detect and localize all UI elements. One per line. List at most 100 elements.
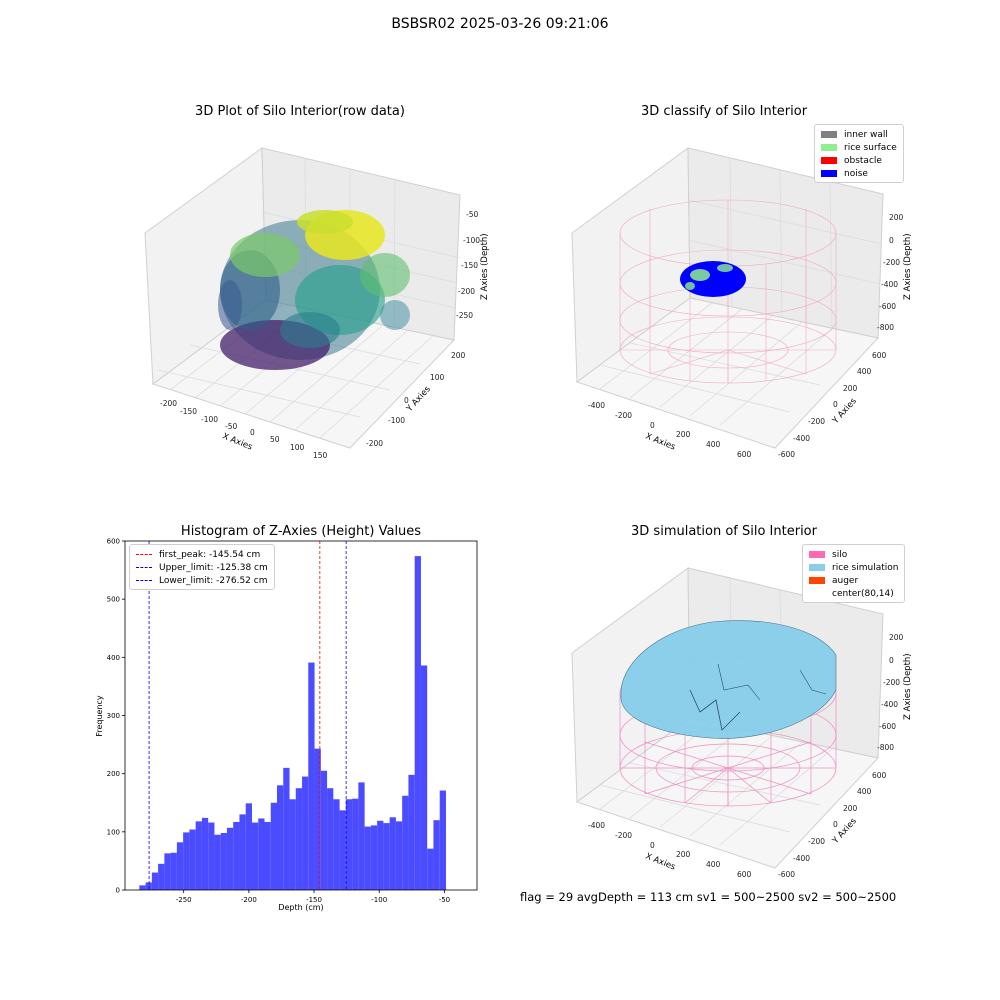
- raw-ytick: 200: [451, 351, 466, 360]
- classify-ztick: 0: [889, 236, 894, 245]
- raw-ytick: -100: [388, 416, 405, 425]
- classify-ytick: -600: [778, 450, 795, 459]
- histogram-bar: [433, 820, 440, 890]
- simulation-ztick: -400: [881, 700, 898, 709]
- classify-xlabel: X Axies: [644, 432, 677, 453]
- simulation-ytick: -600: [778, 870, 795, 879]
- simulation-ylabel: Y Axies: [830, 816, 859, 847]
- histogram-bar: [383, 823, 390, 890]
- histogram-vlines: [148, 541, 347, 890]
- histogram-xtick-label: -50: [439, 896, 450, 904]
- histogram-xlabel: Depth (cm): [278, 903, 323, 912]
- histogram-bar: [370, 825, 378, 890]
- histogram-bar: [420, 665, 428, 890]
- legend-item-auger: auger: [809, 574, 898, 587]
- histogram-bar: [183, 832, 190, 890]
- simulation-xtick: -400: [588, 821, 605, 830]
- histogram-bar: [164, 853, 171, 890]
- simulation-rice-surface: [620, 620, 837, 739]
- classify-legend: inner wall rice surface obstacle noise: [814, 124, 904, 183]
- classify-left-pane: [571, 147, 691, 383]
- simulation-ztick: -200: [883, 678, 900, 687]
- classify-ytick: 600: [872, 351, 887, 360]
- raw-zlabel: Z Axies (Depth): [480, 233, 490, 300]
- classify-ztick: 200: [889, 213, 904, 222]
- histogram-ytick-label: 500: [107, 596, 120, 604]
- raw-xtick: 150: [313, 451, 328, 460]
- raw-xtick: -100: [201, 415, 218, 424]
- status-footer: flag = 29 avgDepth = 113 cm sv1 = 500~25…: [520, 890, 897, 904]
- simulation-xtick: 200: [676, 850, 691, 859]
- classify-xtick: -200: [615, 411, 632, 420]
- simulation-left-pane: [571, 567, 691, 803]
- classify-ztick: -600: [879, 302, 896, 311]
- histogram-xtick-label: -200: [241, 896, 257, 904]
- histogram-bar: [245, 803, 252, 890]
- histogram-bar: [302, 776, 309, 890]
- histogram-ytick-label: 0: [116, 887, 120, 895]
- raw-xtick: -200: [160, 399, 177, 408]
- histogram-bar: [226, 827, 234, 890]
- histogram-bar: [358, 782, 365, 890]
- histogram-bar: [427, 848, 434, 890]
- legend-line: [136, 567, 152, 568]
- legend-item-silo: silo: [809, 548, 898, 561]
- classify-silo-wireframe: [619, 199, 837, 384]
- histogram-bar: [439, 790, 446, 890]
- histogram-xtick-label: -250: [176, 896, 192, 904]
- raw-back-pane: [261, 147, 461, 341]
- legend-item-inner-wall: inner wall: [821, 128, 897, 141]
- legend-label: noise: [844, 168, 868, 179]
- legend-label: Lower_limit: -276.52 cm: [159, 575, 268, 586]
- histogram-bar: [139, 885, 146, 890]
- raw-xlabel: X Axies: [221, 432, 254, 453]
- legend-label: rice surface: [844, 142, 897, 153]
- histogram-xticks: -250 -200 -150 -100 -50: [176, 890, 450, 904]
- simulation-plot-title: 3D simulation of Silo Interior: [631, 524, 817, 539]
- histogram-bar: [270, 802, 278, 890]
- classify-points: [680, 261, 746, 297]
- histogram-legend: first_peak: -145.54 cm Upper_limit: -125…: [129, 544, 275, 590]
- legend-item-rice-simulation: rice simulation: [809, 561, 898, 574]
- histogram-bar: [308, 662, 315, 890]
- legend-label: first_peak: -145.54 cm: [159, 549, 261, 560]
- histogram-yticks: 0 100 200 300 400 500 600: [107, 538, 125, 895]
- histogram-bar: [320, 770, 328, 890]
- raw-ytick: -200: [366, 439, 383, 448]
- simulation-ytick: 200: [843, 804, 858, 813]
- histogram-bar: [251, 822, 259, 890]
- legend-swatch: [821, 131, 837, 138]
- histogram-ytick-label: 400: [107, 654, 120, 662]
- histogram-bar: [414, 556, 421, 890]
- legend-label: obstacle: [844, 155, 882, 166]
- histogram-ytick-label: 600: [107, 538, 120, 546]
- raw-xtick: 100: [290, 443, 305, 452]
- legend-swatch: [809, 551, 825, 558]
- histogram-bar: [345, 799, 353, 890]
- raw-xtick: 0: [250, 428, 255, 437]
- raw-ztick: -250: [456, 311, 473, 320]
- simulation-ztick: 0: [889, 656, 894, 665]
- raw-3d-scatter: [218, 210, 410, 370]
- histogram-bar: [395, 821, 403, 890]
- raw-ylabel: Y Axies: [404, 384, 433, 415]
- legend-label: silo: [832, 549, 848, 560]
- raw-plot-title: 3D Plot of Silo Interior(row data): [195, 104, 405, 119]
- histogram-ytick-label: 100: [107, 828, 120, 836]
- histogram-bar: [402, 795, 409, 890]
- histogram-bar: [364, 826, 371, 890]
- classify-ytick: -200: [808, 417, 825, 426]
- simulation-ztick: -800: [877, 743, 894, 752]
- legend-item-obstacle: obstacle: [821, 154, 897, 167]
- legend-item-lower-limit: Lower_limit: -276.52 cm: [136, 574, 268, 587]
- classify-xtick: 600: [737, 450, 752, 459]
- raw-ztick: -100: [463, 236, 480, 245]
- raw-ztick: -200: [458, 287, 475, 296]
- classify-plot-title: 3D classify of Silo Interior: [640, 104, 808, 119]
- raw-left-pane: [144, 147, 267, 385]
- simulation-ztick: -600: [879, 722, 896, 731]
- classify-floor-pane: [575, 297, 879, 449]
- raw-ztick: -50: [466, 210, 478, 219]
- simulation-xtick: -200: [615, 831, 632, 840]
- histogram-bar: [333, 799, 340, 890]
